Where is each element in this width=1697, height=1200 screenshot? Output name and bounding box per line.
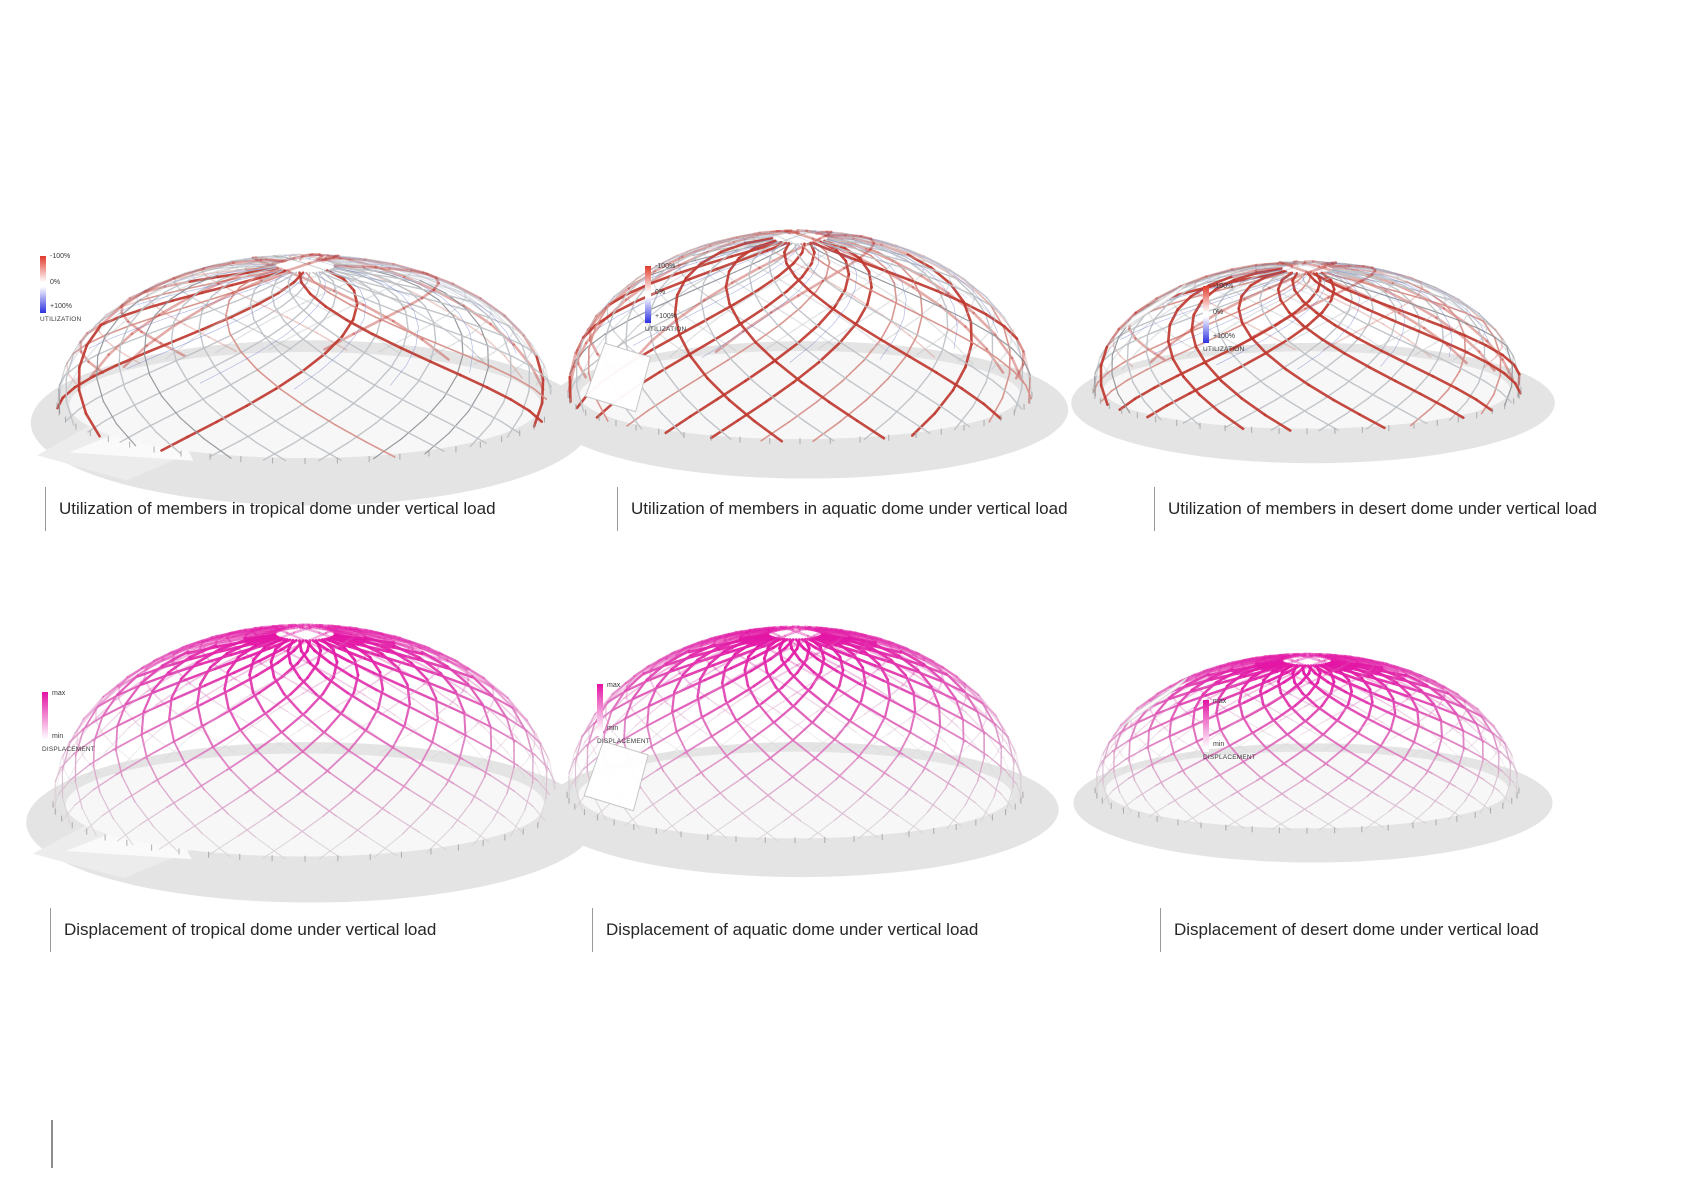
legend-title: DISPLACEMENT [42,746,95,753]
legend-label-max: max [52,690,66,697]
caption-divider [1154,487,1155,531]
legend-label-top: -100% [1213,283,1234,290]
panel-utilization-desert: -100% 0% +100% UTILIZATION Utilization o… [1071,240,1597,540]
caption-divider [1160,908,1161,952]
dome-render-utilization-aquatic [543,229,1069,479]
utilization-color-legend: -100% 0% +100% UTILIZATION [40,253,130,336]
dome-lattice [30,253,592,506]
caption-text: Utilization of members in aquatic dome u… [631,499,1068,518]
utilization-color-legend: -100% 0% +100% UTILIZATION [1203,283,1293,366]
legend-label-bottom: +100% [50,303,72,310]
caption-utilization-aquatic: Utilization of members in aquatic dome u… [617,487,1068,531]
displacement-color-legend: max min DISPLACEMENT [1203,698,1293,780]
dome-lattice [543,229,1069,479]
dome-lattice [26,623,596,903]
dome-render-utilization-desert [1071,260,1555,464]
legend-label-min: min [607,725,619,732]
legend-label-top: -100% [655,263,676,270]
caption-displacement-tropical: Displacement of tropical dome under vert… [50,908,436,952]
displacement-color-legend: max min DISPLACEMENT [42,690,132,772]
displacement-colorbar [1203,700,1209,752]
caption-divider [45,487,46,531]
legend-label-mid: 0% [655,289,666,296]
dome-lattice [543,625,1059,878]
caption-text: Displacement of desert dome under vertic… [1174,920,1539,939]
legend-label-max: max [607,682,621,689]
caption-text: Displacement of aquatic dome under verti… [606,920,979,939]
caption-text: Displacement of tropical dome under vert… [64,920,437,939]
legend-label-mid: 0% [50,279,61,286]
caption-divider [50,908,51,952]
panel-displacement-tropical: max min DISPLACEMENT Displacement of tro… [20,600,596,960]
legend-title: UTILIZATION [40,316,82,323]
caption-utilization-desert: Utilization of members in desert dome un… [1154,487,1597,531]
displacement-colorbar [597,684,603,736]
utilization-color-legend: -100% 0% +100% UTILIZATION [645,263,735,346]
dome-render-utilization-tropical [30,253,592,506]
legend-title: DISPLACEMENT [1203,754,1256,761]
caption-text: Utilization of members in desert dome un… [1168,499,1597,518]
dome-lattice [1073,652,1553,863]
caption-displacement-desert: Displacement of desert dome under vertic… [1160,908,1539,952]
caption-text: Utilization of members in tropical dome … [59,499,496,518]
caption-divider [617,487,618,531]
legend-title: DISPLACEMENT [597,738,650,745]
legend-label-max: max [1213,698,1227,705]
legend-title: UTILIZATION [645,326,687,333]
panel-utilization-aquatic: -100% 0% +100% UTILIZATION Utilization o… [543,205,1069,540]
legend-label-mid: 0% [1213,309,1224,316]
utilization-colorbar [40,256,46,313]
utilization-colorbar [1203,286,1209,343]
dome-lattice [1071,260,1555,464]
page-corner-divider [51,1120,53,1168]
dome-render-displacement-aquatic [543,625,1059,878]
legend-label-min: min [1213,741,1225,748]
panel-displacement-desert: max min DISPLACEMENT Displacement of des… [1073,625,1555,960]
caption-displacement-aquatic: Displacement of aquatic dome under verti… [592,908,978,952]
legend-label-min: min [52,733,64,740]
caption-divider [592,908,593,952]
dome-render-displacement-desert [1073,652,1553,863]
legend-label-bottom: +100% [655,313,677,320]
caption-utilization-tropical: Utilization of members in tropical dome … [45,487,496,531]
displacement-colorbar [42,692,48,744]
legend-label-top: -100% [50,253,71,260]
panel-displacement-aquatic: max min DISPLACEMENT Displacement of aqu… [543,600,1059,960]
utilization-colorbar [645,266,651,323]
legend-title: UTILIZATION [1203,346,1245,353]
dome-render-displacement-tropical [26,623,596,903]
panel-utilization-tropical: -100% 0% +100% UTILIZATION Utilization o… [20,210,592,540]
displacement-color-legend: max min DISPLACEMENT [597,682,687,764]
legend-label-bottom: +100% [1213,333,1235,340]
